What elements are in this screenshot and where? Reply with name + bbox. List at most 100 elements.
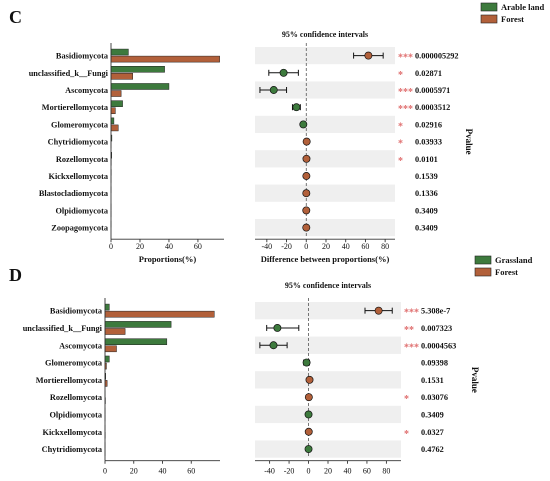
category-label: Basidiomycota	[56, 52, 109, 61]
ci-point	[269, 86, 278, 94]
panel-label: C	[9, 7, 22, 27]
bar-x-axis-label: Proportions(%)	[139, 254, 197, 264]
p-value: 0.03076	[421, 393, 448, 402]
significance-stars: ***	[398, 104, 413, 115]
ci-row-shade	[255, 371, 401, 389]
category-label: unclassified_k__Fungi	[29, 69, 109, 78]
bar-series2	[104, 345, 117, 353]
bar-x-tick-label: 60	[194, 242, 202, 251]
significance-stars: ***	[398, 53, 413, 64]
ci-point	[364, 51, 373, 60]
ci-point	[304, 445, 313, 453]
ci-x-tick-label: 0	[304, 242, 308, 251]
ci-point	[304, 410, 313, 419]
ci-point	[374, 306, 383, 315]
ci-x-tick-label: -20	[281, 242, 292, 251]
panel-d: D 95% confidence intervals Grassland Forest…	[9, 255, 533, 481]
ci-row-shade	[255, 47, 395, 65]
p-value: 0.02871	[415, 69, 442, 78]
legend-label: Arable land	[501, 2, 544, 12]
p-value: 0.1539	[415, 172, 438, 181]
category-label: Mortierellomycota	[42, 103, 109, 112]
bar-series1	[104, 355, 110, 363]
ci-x-tick-label: 20	[322, 242, 330, 251]
bar-series1	[104, 303, 110, 311]
bar-series1	[104, 338, 168, 345]
ci-row-shade	[255, 115, 395, 133]
bar-series2	[104, 310, 215, 318]
category-label: Kickxellomycota	[49, 172, 109, 181]
p-value: 0.0327	[421, 428, 444, 437]
category-label: Blastocladiomycota	[39, 189, 109, 198]
legend-label: Forest	[501, 14, 524, 24]
legend-label: Grassland	[495, 255, 533, 265]
significance-stars: *	[398, 156, 403, 167]
legend-swatch	[474, 255, 492, 265]
p-value: 0.1531	[421, 376, 444, 385]
p-value: 5.308e-7	[421, 307, 450, 316]
ci-point	[304, 427, 313, 436]
significance-stars: *	[398, 121, 403, 132]
ci-point	[299, 120, 308, 129]
ci-point	[292, 103, 301, 112]
category-label: Ascomycota	[59, 341, 103, 350]
significance-stars: *	[398, 70, 403, 81]
category-label: Rozellomycota	[50, 393, 103, 402]
ci-row-shade	[255, 440, 401, 458]
ci-point	[305, 375, 314, 384]
p-value: 0.02916	[415, 120, 442, 129]
p-value: 0.03933	[415, 138, 442, 147]
category-label: Chytridiomycota	[48, 138, 109, 147]
significance-stars: **	[404, 325, 414, 336]
ci-title: 95% confidence intervals	[282, 30, 368, 39]
ci-row-shade	[255, 302, 401, 320]
ci-x-tick-label: -40	[264, 467, 275, 476]
ci-x-tick-label: 20	[324, 467, 332, 476]
significance-stars: ***	[404, 308, 419, 319]
ci-point	[279, 68, 288, 77]
p-value: 0.007323	[421, 324, 452, 333]
ci-x-tick-label: -40	[261, 242, 272, 251]
bar-x-tick-label: 60	[187, 467, 195, 476]
significance-stars: *	[404, 429, 409, 440]
bar-x-tick-label: 20	[136, 242, 144, 251]
bar-series1	[110, 83, 170, 90]
category-label: Olpidiomycota	[49, 410, 102, 419]
p-value: 0.09398	[421, 359, 448, 368]
legend-swatch	[480, 14, 498, 24]
bar-series2	[104, 328, 126, 335]
pvalue-axis-label: Pvalue	[464, 129, 474, 155]
ci-row-shade	[255, 184, 395, 202]
significance-stars: *	[398, 139, 403, 150]
category-label: unclassified_k__Fungi	[23, 324, 103, 333]
ci-point	[304, 393, 313, 402]
ci-row-shade	[255, 81, 395, 99]
p-value: 0.0004563	[421, 341, 456, 350]
ci-x-axis-label: Difference between proportions(%)	[261, 254, 390, 264]
p-value: 0.000005292	[415, 52, 459, 61]
significance-stars: ***	[398, 87, 413, 98]
bar-series1	[110, 48, 129, 56]
ci-x-axis-label: Difference between proportions(%)	[264, 480, 393, 481]
p-value: 0.1336	[415, 189, 438, 198]
legend-swatch	[480, 2, 498, 12]
p-value: 0.0101	[415, 155, 438, 164]
bar-series1	[104, 321, 172, 328]
bar-x-tick-label: 40	[165, 242, 173, 251]
bar-x-tick-label: 0	[109, 242, 113, 251]
pvalue-axis-label: Pvalue	[470, 367, 480, 393]
ci-x-tick-label: 40	[342, 242, 350, 251]
bar-series2	[110, 107, 116, 114]
legend-swatch	[474, 267, 492, 277]
significance-stars: *	[404, 394, 409, 405]
ci-row-shade	[255, 219, 395, 237]
ci-point	[302, 154, 311, 163]
significance-stars: ***	[404, 342, 419, 353]
ci-x-tick-label: 80	[381, 242, 389, 251]
p-value: 0.0003512	[415, 103, 450, 112]
ci-x-tick-label: 60	[363, 467, 371, 476]
bar-series1	[110, 100, 123, 107]
ci-row-shade	[255, 405, 401, 424]
ci-point	[302, 358, 311, 367]
